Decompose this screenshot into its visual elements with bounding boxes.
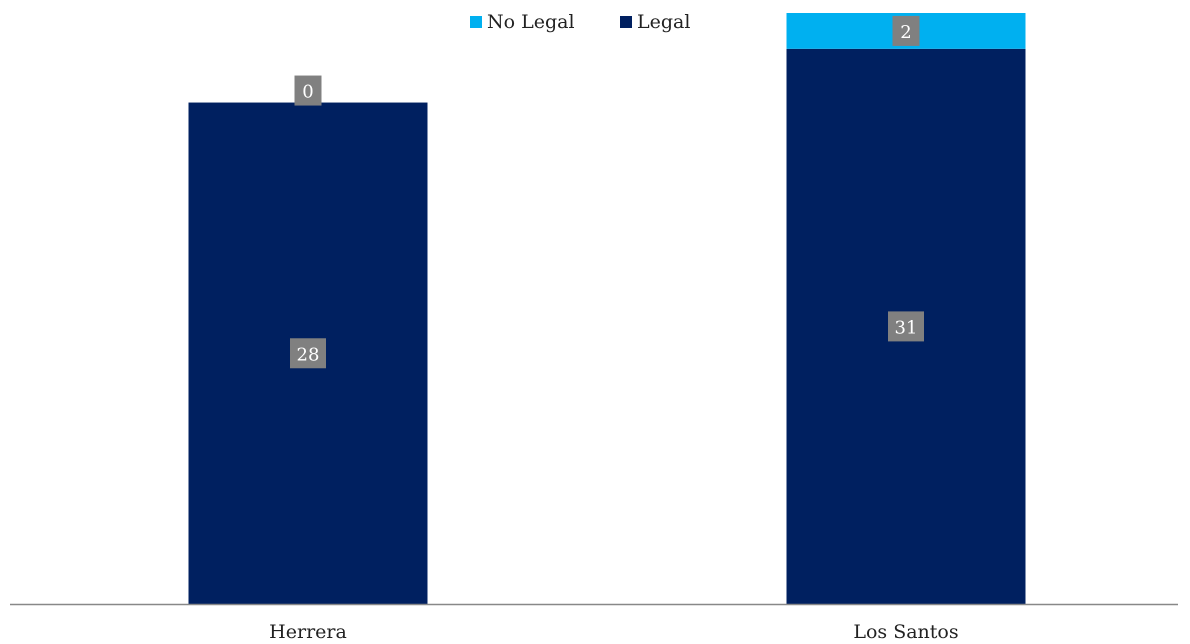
data-label-no-legal-los-santos: 2: [900, 22, 911, 43]
data-label-legal-herrera: 28: [297, 344, 320, 365]
x-tick-label-herrera: Herrera: [269, 621, 347, 643]
data-label-no-legal-herrera: 0: [302, 82, 313, 103]
x-tick-label-los-santos: Los Santos: [853, 621, 958, 643]
data-label-no-legal-herrera-box: [294, 75, 322, 106]
legend-swatch-legal: [620, 16, 632, 28]
data-label-legal-los-santos: 31: [895, 317, 918, 338]
legend-item-legal: Legal: [620, 11, 690, 33]
legend: No Legal Legal: [0, 11, 1190, 37]
data-label-legal-herrera-box: [290, 338, 326, 369]
legend-label-no-legal: No Legal: [487, 11, 575, 33]
data-label-legal-los-santos-box: [888, 311, 924, 342]
data-label-no-legal-los-santos-box: [892, 15, 920, 46]
legend-item-no-legal: No Legal: [470, 11, 575, 33]
legend-label-legal: Legal: [637, 11, 691, 33]
legend-swatch-no-legal: [470, 16, 482, 28]
